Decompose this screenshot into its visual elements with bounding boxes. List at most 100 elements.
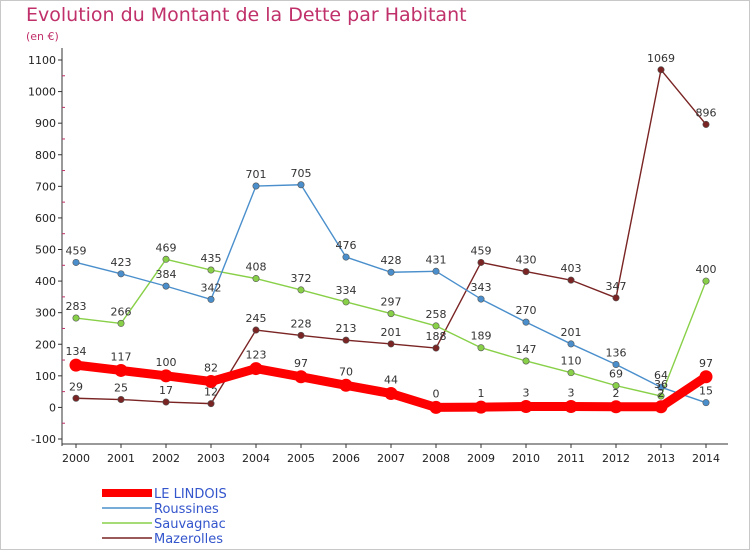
data-point: [207, 295, 215, 303]
y-tick-label: 0: [49, 401, 56, 414]
data-point: [429, 400, 443, 414]
y-tick-label: 500: [35, 244, 56, 257]
chart-subtitle: (en €): [26, 30, 59, 43]
data-label: 25: [114, 382, 128, 395]
data-point: [72, 394, 80, 402]
data-point: [252, 182, 260, 190]
data-point: [522, 268, 530, 276]
data-point: [654, 400, 668, 414]
data-label: 400: [696, 263, 717, 276]
y-tick-label: 400: [35, 275, 56, 288]
data-label: 459: [471, 244, 492, 257]
x-tick-label: 2000: [62, 452, 90, 465]
y-tick-label: 200: [35, 338, 56, 351]
data-label: 100: [156, 356, 177, 369]
data-point: [384, 387, 398, 401]
data-label: 435: [201, 252, 222, 265]
data-point: [612, 382, 620, 390]
chart-title: Evolution du Montant de la Dette par Hab…: [26, 4, 467, 26]
data-label: 334: [336, 284, 357, 297]
data-label: 12: [204, 386, 218, 399]
data-point: [477, 295, 485, 303]
data-point: [342, 336, 350, 344]
data-label: 188: [426, 330, 447, 343]
data-point: [342, 253, 350, 261]
data-label: 283: [66, 300, 87, 313]
data-point: [702, 399, 710, 407]
data-point: [567, 340, 575, 348]
data-point: [699, 370, 713, 384]
data-point: [387, 310, 395, 318]
legend-entry: Roussines: [154, 502, 219, 517]
data-point: [519, 399, 533, 413]
data-point: [567, 276, 575, 284]
data-point: [657, 383, 665, 391]
data-point: [432, 322, 440, 330]
data-label: 297: [381, 296, 402, 309]
x-tick-label: 2001: [107, 452, 135, 465]
data-point: [162, 255, 170, 263]
data-label: 228: [291, 317, 312, 330]
data-label: 372: [291, 272, 312, 285]
series-lines: [69, 66, 713, 414]
data-point: [567, 369, 575, 377]
y-tick-label: 900: [35, 117, 56, 130]
data-point: [117, 319, 125, 327]
data-point: [162, 282, 170, 290]
data-label: 110: [561, 355, 582, 368]
data-label: 423: [111, 256, 132, 269]
data-point: [294, 370, 308, 384]
x-tick-label: 2003: [197, 452, 225, 465]
data-label: 134: [66, 345, 87, 358]
data-point: [387, 340, 395, 348]
data-label: 1069: [647, 52, 675, 65]
x-tick-label: 2006: [332, 452, 360, 465]
data-label: 430: [516, 254, 537, 267]
data-point: [297, 331, 305, 339]
data-point: [432, 267, 440, 275]
data-point: [474, 400, 488, 414]
x-tick-label: 2008: [422, 452, 450, 465]
data-point: [297, 286, 305, 294]
data-label: 2: [613, 387, 620, 400]
data-point: [207, 400, 215, 408]
data-point: [117, 270, 125, 278]
data-point: [477, 258, 485, 266]
data-point: [249, 362, 263, 376]
data-label: 44: [384, 374, 398, 387]
data-label: 69: [609, 368, 623, 381]
data-label: 258: [426, 308, 447, 321]
legend-entry: LE LINDOIS: [154, 487, 227, 502]
data-label: 342: [201, 281, 222, 294]
y-tick-label: 1100: [28, 54, 56, 67]
data-label: 476: [336, 239, 357, 252]
x-tick-label: 2011: [557, 452, 585, 465]
y-tick-label: 1000: [28, 86, 56, 99]
data-label: 347: [606, 280, 627, 293]
data-point: [114, 363, 128, 377]
data-label: 70: [339, 365, 353, 378]
data-point: [657, 392, 665, 400]
data-label: 147: [516, 343, 537, 356]
data-label: 469: [156, 241, 177, 254]
data-label: 189: [471, 330, 492, 343]
data-point: [159, 369, 173, 383]
y-tick-label: -100: [31, 433, 56, 446]
x-tick-label: 2010: [512, 452, 540, 465]
y-tick-label: 300: [35, 307, 56, 320]
data-point: [702, 120, 710, 128]
data-point: [204, 375, 218, 389]
legend-entry: Sauvagnac: [154, 517, 226, 532]
data-point: [117, 396, 125, 404]
y-tick-label: 700: [35, 180, 56, 193]
x-tick-label: 2014: [692, 452, 720, 465]
data-label: 270: [516, 304, 537, 317]
data-label: 15: [699, 385, 713, 398]
data-point: [432, 344, 440, 352]
data-label: 136: [606, 346, 627, 359]
data-label: 17: [159, 384, 173, 397]
data-point: [339, 378, 353, 392]
data-point: [387, 268, 395, 276]
data-point: [72, 258, 80, 266]
